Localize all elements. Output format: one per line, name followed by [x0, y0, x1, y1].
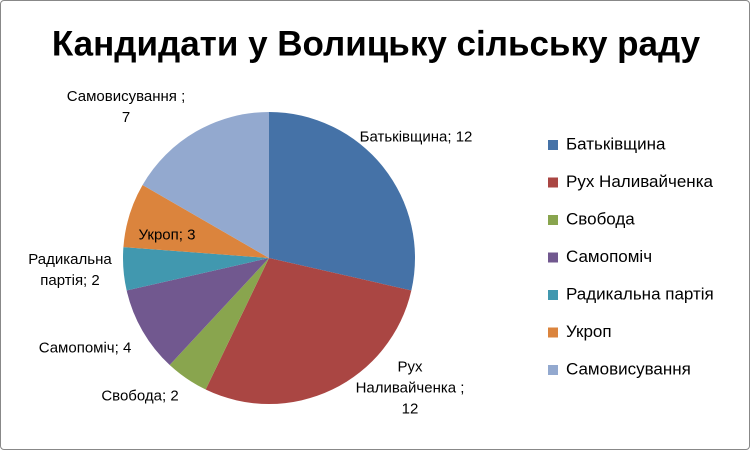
data-label: Свобода; 2 [101, 387, 179, 405]
pie-slice [142, 111, 269, 258]
data-label: Самовисування ; 7 [66, 88, 186, 126]
pie-slice [123, 247, 270, 291]
legend-swatch [548, 290, 558, 300]
legend-label: Самопоміч [566, 247, 652, 266]
legend-swatch [548, 327, 558, 338]
legend-label: Батьківщина [566, 134, 666, 153]
legend-swatch [548, 365, 558, 375]
legend-swatch [548, 177, 558, 188]
legend-label: Рух Наливайченка [566, 172, 714, 191]
pie-slice [205, 258, 412, 404]
pie-slice [123, 185, 269, 258]
chart-title: Кандидати у Волицьку сільську раду [52, 24, 701, 63]
legend-swatch [548, 252, 558, 263]
legend-label: Свобода [566, 209, 635, 228]
legend-label: Самовисування [566, 359, 691, 378]
pie-slice [126, 258, 269, 366]
legend-label: Укроп [566, 322, 612, 341]
data-label: Рух Наливайченка ; 12 [355, 358, 465, 418]
legend-swatch [548, 140, 558, 150]
data-label: Укроп; 3 [138, 226, 196, 244]
data-label: Батьківщина; 12 [359, 128, 473, 146]
legend-label: Радикальна партія [566, 284, 714, 303]
data-label: Радикальна партія; 2 [28, 251, 112, 289]
pie-slice [269, 112, 416, 291]
data-label: Самопоміч; 4 [38, 339, 132, 357]
pie-slice [169, 258, 269, 390]
legend-swatch [548, 215, 558, 225]
